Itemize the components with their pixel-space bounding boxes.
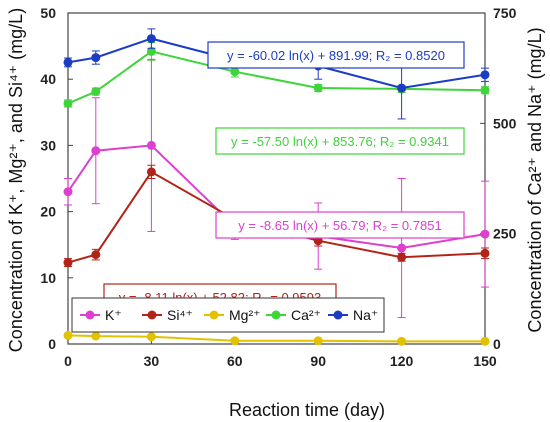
annotation-text: y = -60.02 ln(x) + 891.99; R₂ = 0.8520 — [227, 48, 445, 63]
data-point — [146, 332, 156, 342]
data-point — [146, 167, 156, 177]
data-point — [397, 83, 407, 93]
legend-label: K⁺ — [105, 307, 122, 323]
series-mg — [63, 330, 490, 346]
equation-annotation: y = -8.65 ln(x) + 56.79; R₂ = 0.7851 — [215, 211, 465, 239]
legend-label: Mg²⁺ — [229, 307, 261, 323]
y-right-tick-label: 250 — [493, 226, 517, 242]
legend-item: Na⁺ — [328, 307, 378, 323]
data-point — [91, 53, 101, 63]
y-left-tick-label: 50 — [40, 5, 56, 21]
data-point — [397, 336, 407, 346]
data-point — [91, 250, 101, 260]
data-point — [480, 248, 490, 258]
data-point — [480, 336, 490, 346]
series-line — [67, 334, 485, 343]
y-left-tick-label: 20 — [40, 204, 56, 220]
equation-annotation: y = -60.02 ln(x) + 891.99; R₂ = 0.8520 — [207, 41, 465, 69]
legend-item: Mg²⁺ — [204, 307, 261, 323]
data-point — [63, 98, 73, 108]
data-point — [313, 83, 323, 93]
data-point — [91, 87, 101, 97]
x-tick-label: 0 — [64, 353, 72, 369]
data-point — [480, 85, 490, 95]
legend-swatch-marker — [209, 310, 219, 320]
data-point — [146, 140, 156, 150]
annotation-text: y = -57.50 ln(x) + 853.76; R₂ = 0.9341 — [231, 134, 449, 149]
legend-label: Na⁺ — [353, 307, 378, 323]
y-axis-label-right: Concentration of Ca²⁺ and Na⁺ (mg/L) — [525, 27, 545, 332]
data-point — [63, 187, 73, 197]
y-right-tick-label: 750 — [493, 5, 517, 21]
data-point — [91, 146, 101, 156]
data-point — [146, 34, 156, 44]
legend: K⁺ Si⁴⁺ Mg²⁺ Ca²⁺ Na⁺ — [71, 297, 385, 333]
legend-item: K⁺ — [80, 307, 122, 323]
legend-item: Ca²⁺ — [266, 307, 321, 323]
x-axis-label: Reaction time (day) — [229, 400, 385, 420]
y-axis-label-left: Concentration of K⁺, Mg²⁺, and Si⁴⁺ (mg/… — [6, 8, 26, 352]
legend-swatch-marker — [85, 310, 95, 320]
legend-swatch-marker — [271, 310, 281, 320]
y-right-tick-label: 500 — [493, 115, 517, 131]
equation-annotation: y = -57.50 ln(x) + 853.76; R₂ = 0.9341 — [215, 127, 465, 155]
data-point — [63, 330, 73, 340]
x-tick-label: 150 — [473, 353, 497, 369]
data-point — [480, 229, 490, 239]
x-tick-label: 60 — [227, 353, 243, 369]
legend-item: Si⁴⁺ — [142, 307, 193, 323]
data-point — [397, 252, 407, 262]
x-tick-label: 90 — [310, 353, 326, 369]
legend-swatch-marker — [147, 310, 157, 320]
annotation-box — [215, 211, 465, 239]
series-k — [63, 58, 490, 319]
x-tick-label: 30 — [144, 353, 160, 369]
data-point — [63, 258, 73, 268]
y-left-tick-label: 0 — [48, 336, 56, 352]
y-right-tick-label: 0 — [493, 336, 501, 352]
data-point — [63, 57, 73, 67]
y-left-tick-label: 30 — [40, 137, 56, 153]
annotation-text: y = -8.65 ln(x) + 56.79; R₂ = 0.7851 — [238, 218, 441, 233]
data-point — [146, 46, 156, 56]
y-left-tick-label: 40 — [40, 71, 56, 87]
data-point — [480, 70, 490, 80]
data-point — [313, 336, 323, 346]
data-point — [230, 67, 240, 77]
y-left-tick-label: 10 — [40, 270, 56, 286]
data-point — [91, 331, 101, 341]
legend-label: Ca²⁺ — [291, 307, 321, 323]
legend-swatch-marker — [333, 310, 343, 320]
annotation-box — [215, 127, 465, 155]
legend-label: Si⁴⁺ — [167, 307, 193, 323]
x-tick-label: 120 — [390, 353, 414, 369]
data-point — [397, 243, 407, 253]
data-point — [230, 336, 240, 346]
annotation-box — [207, 41, 465, 69]
